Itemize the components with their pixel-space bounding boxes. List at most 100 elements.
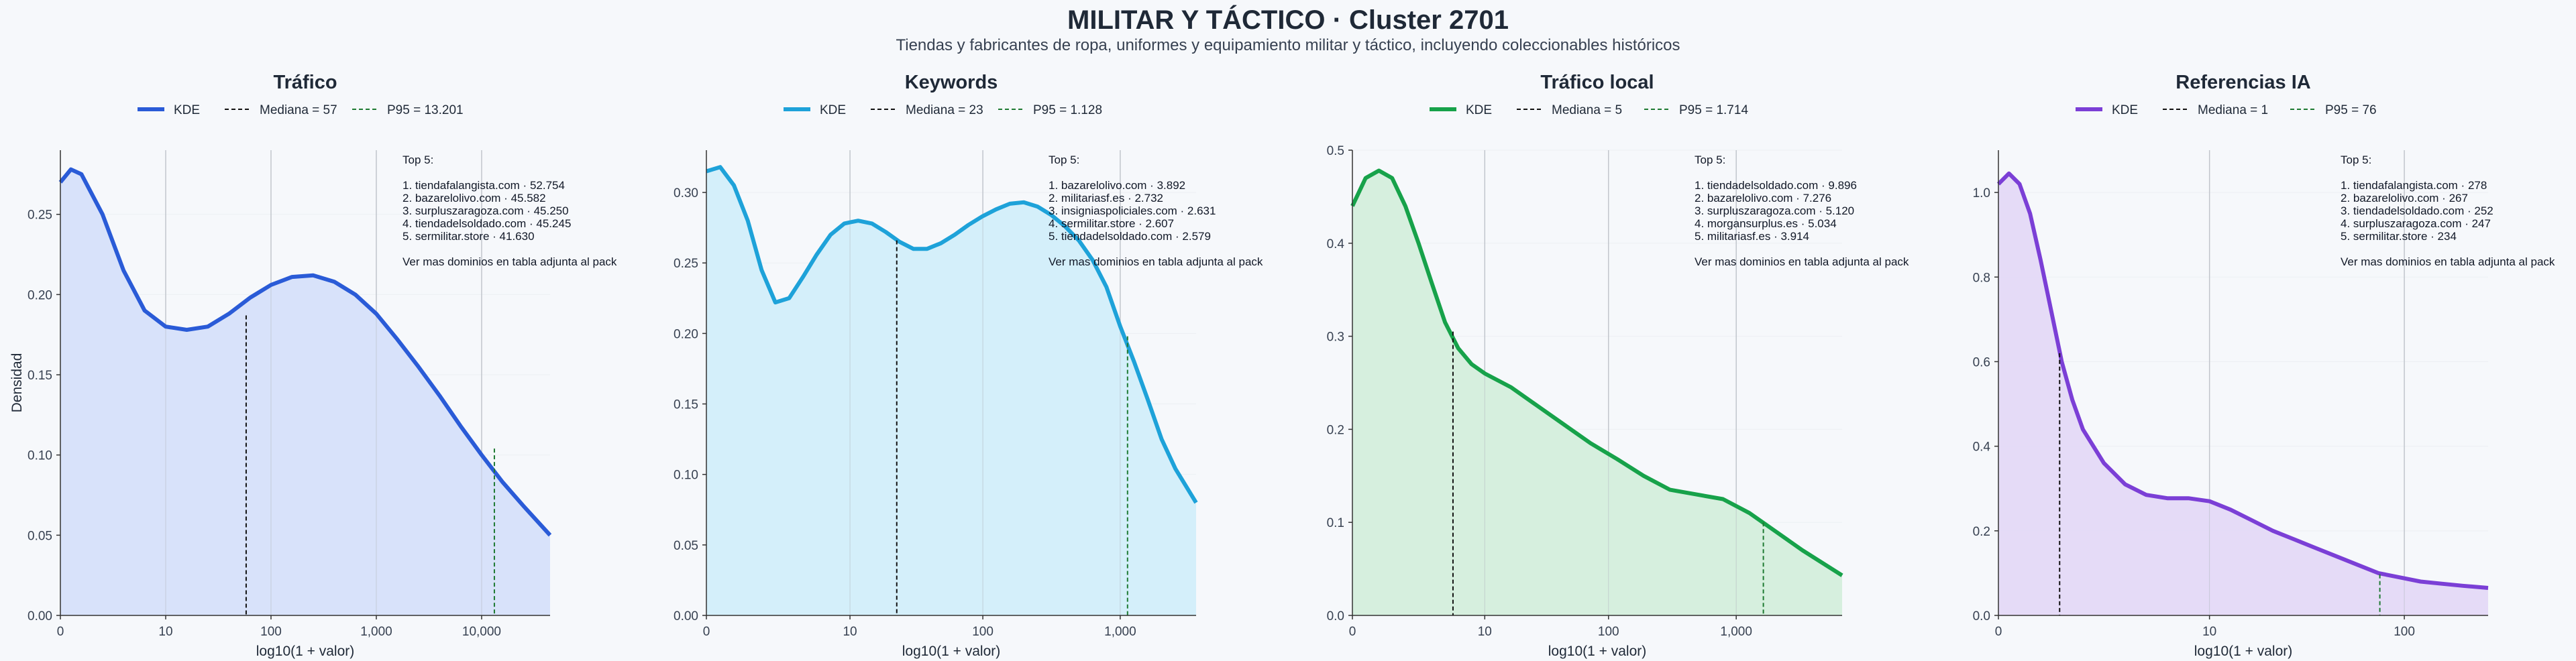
top5-item: 2. militariasf.es · 2.732 <box>1049 192 1163 204</box>
y-tick-label: 0.20 <box>28 288 52 302</box>
x-tick-label: 100 <box>1598 625 1619 639</box>
legend-kde-label: KDE <box>2112 103 2138 117</box>
y-tick-label: 0.25 <box>28 208 52 223</box>
legend-p95-label: P95 = 13.201 <box>387 103 464 117</box>
legend-median-label: Mediana = 1 <box>2198 103 2268 117</box>
kde-curve <box>58 167 552 537</box>
top5-heading: Top 5: <box>402 154 433 166</box>
top5-item: 4. tiendadelsoldado.com · 45.245 <box>402 217 571 230</box>
x-tick-label: 1,000 <box>1720 625 1752 639</box>
x-tick-label: 10,000 <box>462 625 501 639</box>
top5-heading: Top 5: <box>1695 154 1725 166</box>
kde-area <box>706 167 1196 615</box>
y-tick-label: 0.1 <box>1327 516 1344 530</box>
top5-item: 1. tiendafalangista.com · 278 <box>2341 179 2487 192</box>
top5-item: 4. morgansurplus.es · 5.034 <box>1695 217 1837 230</box>
chart-panel-4: Referencias IA KDE Mediana = 1 P95 = 76 0.0 0… <box>1973 72 2555 659</box>
top5-item: 3. tiendadelsoldado.com · 252 <box>2341 204 2493 217</box>
x-tick-label: 10 <box>843 625 857 639</box>
y-tick-label: 0.8 <box>1973 271 1990 285</box>
top5-footer: Ver mas dominios en tabla adjunta al pac… <box>1695 255 1909 268</box>
legend-p95-label: P95 = 1.128 <box>1033 103 1102 117</box>
top5-item: 5. militariasf.es · 3.914 <box>1695 230 1809 243</box>
y-tick-label: 0.15 <box>674 398 698 412</box>
x-tick-label: 0 <box>57 625 64 639</box>
y-tick-label: 0.3 <box>1327 330 1344 345</box>
x-tick-label: 1,000 <box>1104 625 1136 639</box>
x-tick-label: 10 <box>158 625 172 639</box>
top5-item: 4. surpluszaragoza.com · 247 <box>2341 217 2491 230</box>
y-tick-label: 1.0 <box>1973 186 1990 200</box>
y-tick-label: 0.2 <box>1327 423 1344 437</box>
y-tick-label: 0.05 <box>674 539 698 553</box>
y-tick-label: 0.4 <box>1973 440 1991 455</box>
y-tick-label: 0.10 <box>28 449 52 463</box>
x-tick-label: 100 <box>2394 625 2415 639</box>
x-axis-label: log10(1 + valor) <box>902 644 1001 659</box>
x-tick-label: 100 <box>972 625 994 639</box>
top5-item: 3. surpluszaragoza.com · 5.120 <box>1695 204 1854 217</box>
top5-footer: Ver mas dominios en tabla adjunta al pac… <box>402 255 617 268</box>
x-tick-label: 10 <box>2202 625 2216 639</box>
x-tick-label: 0 <box>1995 625 2002 639</box>
chart-title: Tráfico <box>273 72 337 93</box>
legend-kde-label: KDE <box>820 103 846 117</box>
top5-heading: Top 5: <box>2341 154 2371 166</box>
top5-footer: Ver mas dominios en tabla adjunta al pac… <box>1049 255 1263 268</box>
x-axis-label: log10(1 + valor) <box>1548 644 1647 659</box>
y-tick-label: 0.30 <box>674 186 698 200</box>
top5-item: 1. bazarelolivo.com · 3.892 <box>1049 179 1185 192</box>
x-axis-label: log10(1 + valor) <box>2194 644 2293 659</box>
top5-item: 1. tiendafalangista.com · 52.754 <box>402 179 565 192</box>
chart-panel-1: Tráfico KDE Mediana = 57 P95 = 13.201 0.00 0.… <box>9 72 617 659</box>
kde-curve <box>1996 171 2489 590</box>
legend-kde-label: KDE <box>174 103 200 117</box>
legend-p95-label: P95 = 76 <box>2325 103 2377 117</box>
top5-item: 3. insigniaspoliciales.com · 2.631 <box>1049 204 1216 217</box>
y-tick-label: 0.0 <box>1973 609 1990 623</box>
top5-item: 2. bazarelolivo.com · 267 <box>2341 192 2468 204</box>
x-tick-label: 0 <box>1349 625 1356 639</box>
x-tick-label: 100 <box>260 625 282 639</box>
top5-item: 1. tiendadelsoldado.com · 9.896 <box>1695 179 1857 192</box>
y-tick-label: 0.5 <box>1327 144 1344 158</box>
page-subtitle: Tiendas y fabricantes de ropa, uniformes… <box>896 36 1680 54</box>
kde-curve <box>1350 168 1843 577</box>
top5-item: 5. sermilitar.store · 234 <box>2341 230 2457 243</box>
top5-item: 3. surpluszaragoza.com · 45.250 <box>402 204 569 217</box>
top5-item: 2. bazarelolivo.com · 7.276 <box>1695 192 1831 204</box>
legend-median-label: Mediana = 5 <box>1552 103 1622 117</box>
kde-curve <box>706 165 1198 504</box>
x-axis-label: log10(1 + valor) <box>256 644 355 659</box>
y-axis-label: Densidad <box>9 353 25 413</box>
y-tick-label: 0.25 <box>674 257 698 271</box>
chart-panel-3: Tráfico local KDE Mediana = 5 P95 = 1.714 0.… <box>1327 72 1909 659</box>
y-tick-label: 0.00 <box>674 609 698 623</box>
chart-title: Tráfico local <box>1540 72 1654 93</box>
y-tick-label: 0.2 <box>1973 525 1990 539</box>
legend-p95-label: P95 = 1.714 <box>1679 103 1748 117</box>
kde-area <box>60 169 550 615</box>
top5-item: 5. tiendadelsoldado.com · 2.579 <box>1049 230 1211 243</box>
legend-median-label: Mediana = 23 <box>906 103 983 117</box>
y-tick-label: 0.05 <box>28 529 52 543</box>
y-tick-label: 0.0 <box>1327 609 1344 623</box>
y-tick-label: 0.00 <box>28 609 52 623</box>
chart-panel-2: Keywords KDE Mediana = 23 P95 = 1.128 0.00 0.… <box>674 72 1263 659</box>
top5-footer: Ver mas dominios en tabla adjunta al pac… <box>2341 255 2555 268</box>
top5-item: 2. bazarelolivo.com · 45.582 <box>402 192 546 204</box>
kde-area <box>1352 170 1842 615</box>
y-tick-label: 0.15 <box>28 369 52 383</box>
x-tick-label: 1,000 <box>360 625 392 639</box>
y-tick-label: 0.6 <box>1973 355 1990 369</box>
y-tick-label: 0.20 <box>674 327 698 341</box>
y-tick-label: 0.10 <box>674 469 698 483</box>
page-title: MILITAR Y TÁCTICO · Cluster 2701 <box>1067 5 1509 35</box>
legend-median-label: Mediana = 57 <box>260 103 337 117</box>
x-tick-label: 10 <box>1478 625 1492 639</box>
chart-title: Keywords <box>905 72 998 93</box>
top5-item: 4. sermilitar.store · 2.607 <box>1049 217 1174 230</box>
chart-title: Referencias IA <box>2176 72 2311 93</box>
legend-kde-label: KDE <box>1466 103 1492 117</box>
